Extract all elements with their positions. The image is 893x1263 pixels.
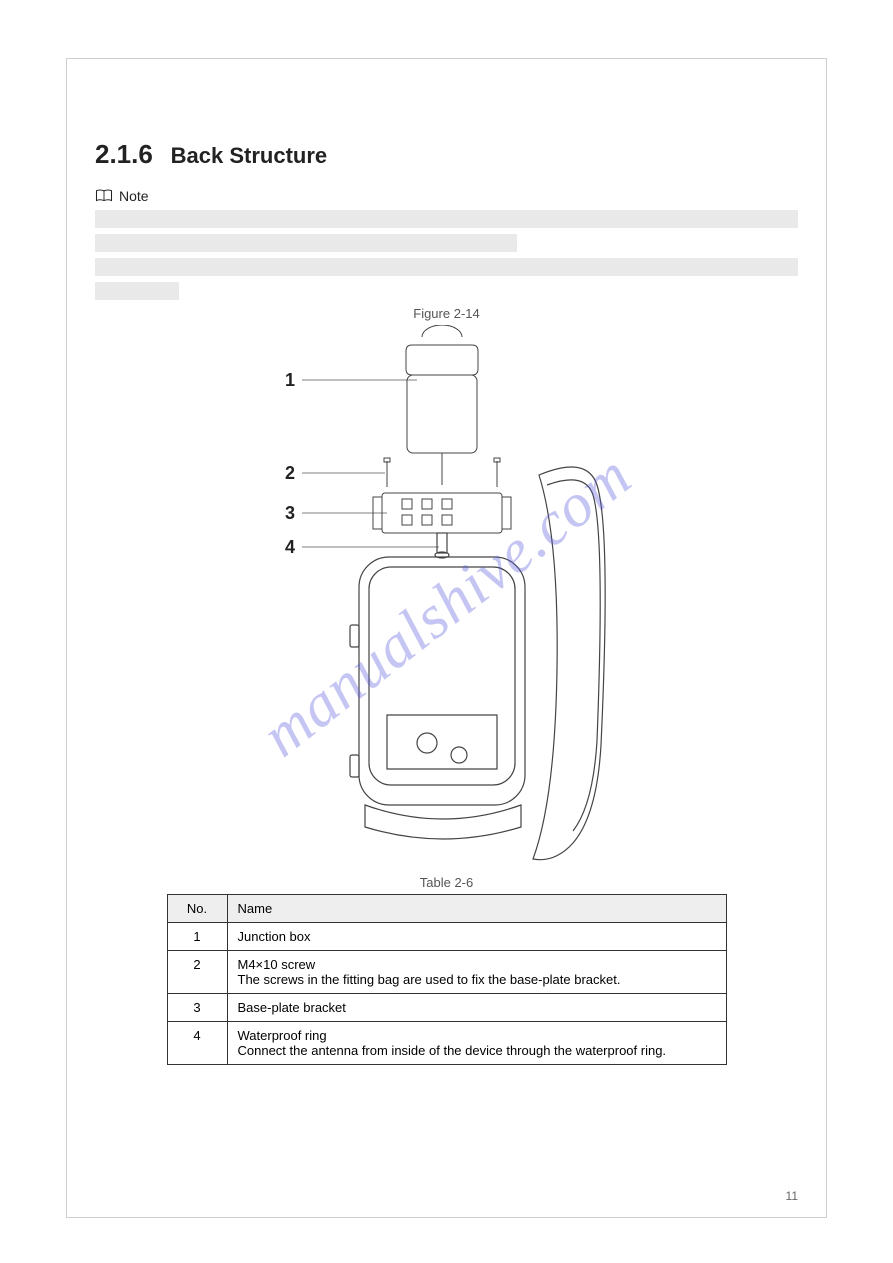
parts-table: No. Name 1 Junction box 2 M4×10 screw Th… — [167, 894, 727, 1065]
figure-caption: Figure 2-14 — [95, 306, 798, 321]
table-row: 2 M4×10 screw The screws in the fitting … — [167, 951, 726, 994]
section-number: 2.1.6 — [95, 139, 153, 169]
callout-4: 4 — [285, 537, 295, 557]
col-no: No. — [167, 895, 227, 923]
book-icon — [95, 189, 113, 203]
section-title: Back Structure — [171, 143, 328, 168]
table-row: 3 Base-plate bracket — [167, 994, 726, 1022]
table-caption: Table 2-6 — [95, 875, 798, 890]
content-frame: 2.1.6 Back Structure Note Figure 2-14 — [66, 58, 827, 1218]
cell-no: 3 — [167, 994, 227, 1022]
cell-no: 2 — [167, 951, 227, 994]
note-line — [95, 282, 179, 300]
callout-3: 3 — [285, 503, 295, 523]
table-row: 4 Waterproof ring Connect the antenna fr… — [167, 1022, 726, 1065]
page-number: 11 — [786, 1189, 798, 1203]
cell-name: Base-plate bracket — [227, 994, 726, 1022]
page: 2.1.6 Back Structure Note Figure 2-14 — [0, 0, 893, 1263]
cell-no: 4 — [167, 1022, 227, 1065]
note-line — [95, 210, 798, 228]
table-row: 1 Junction box — [167, 923, 726, 951]
cell-name: Junction box — [227, 923, 726, 951]
note-header: Note — [95, 188, 798, 204]
cell-name: M4×10 screw The screws in the fitting ba… — [227, 951, 726, 994]
cell-name: Waterproof ring Connect the antenna from… — [227, 1022, 726, 1065]
section-heading: 2.1.6 Back Structure — [95, 139, 798, 170]
note-body — [95, 210, 798, 300]
note-line — [95, 234, 517, 252]
note-line — [95, 258, 798, 276]
cell-no: 1 — [167, 923, 227, 951]
callout-2: 2 — [285, 463, 295, 483]
figure: 1 2 3 4 — [95, 325, 798, 865]
table-header-row: No. Name — [167, 895, 726, 923]
callout-1: 1 — [285, 370, 295, 390]
device-diagram: 1 2 3 4 — [187, 325, 707, 865]
col-name: Name — [227, 895, 726, 923]
note-label: Note — [119, 188, 149, 204]
